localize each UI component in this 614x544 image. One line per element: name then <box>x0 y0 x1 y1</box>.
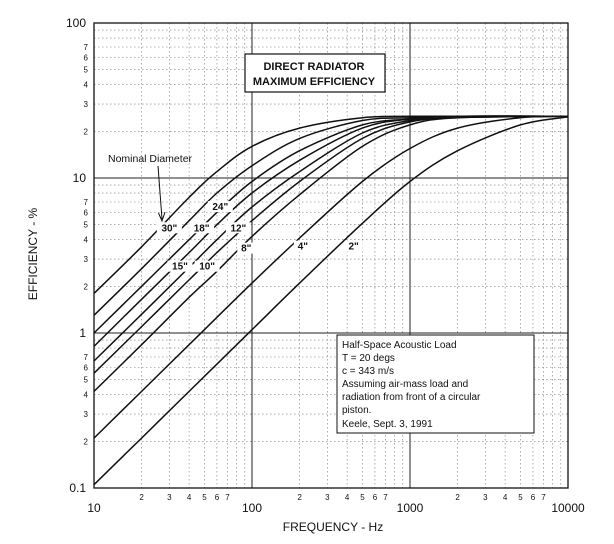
series-label-pad <box>167 260 193 272</box>
x-minor-tick-label: 7 <box>383 493 388 502</box>
series-line-8 <box>93 116 569 486</box>
x-major-tick-label: 10000 <box>551 501 585 515</box>
y-axis-title: EFFICIENCY - % <box>26 207 40 300</box>
chart-title-line-1: DIRECT RADIATOR <box>263 61 364 73</box>
y-minor-tick-label: 2 <box>84 282 89 291</box>
series-label-pad <box>237 242 256 254</box>
annotation-line-4: Assuming air-mass load and <box>342 379 468 390</box>
series-label-0: 30" <box>161 223 177 234</box>
series-label-pad <box>293 240 312 252</box>
y-minor-tick-label: 7 <box>84 198 89 207</box>
y-minor-tick-label: 7 <box>84 353 89 362</box>
x-minor-tick-label: 5 <box>202 493 207 502</box>
y-minor-tick-label: 6 <box>84 53 89 62</box>
legend-title: Nominal Diameter <box>108 153 193 165</box>
y-minor-tick-label: 3 <box>84 255 89 264</box>
x-minor-tick-label: 3 <box>325 493 330 502</box>
y-major-tick-label: 1 <box>79 326 86 340</box>
series-label-pad <box>344 240 363 252</box>
y-minor-tick-label: 4 <box>84 81 89 90</box>
y-minor-tick-label: 5 <box>84 376 89 385</box>
series-label-1: 24" <box>212 202 228 213</box>
y-minor-tick-label: 4 <box>84 391 89 400</box>
y-minor-tick-label: 3 <box>84 410 89 419</box>
series-line-1 <box>93 115 569 316</box>
series-label-pad <box>225 222 251 234</box>
y-major-tick-label: 0.1 <box>69 481 86 495</box>
y-minor-tick-label: 7 <box>84 43 89 52</box>
y-major-tick-label: 10 <box>73 171 87 185</box>
series-label-pad <box>207 201 233 213</box>
x-minor-tick-label: 4 <box>345 493 350 502</box>
x-major-tick-label: 10 <box>87 501 101 515</box>
x-minor-tick-label: 6 <box>531 493 536 502</box>
x-minor-tick-label: 4 <box>187 493 192 502</box>
series-line-6 <box>93 115 569 392</box>
title-box <box>244 53 386 93</box>
series-lines: 30" 24"18" 15" 12" 10" 8" 4" 2" <box>93 115 569 486</box>
series-label-3: 15" <box>172 262 188 273</box>
chart-title-line-2: MAXIMUM EFFICIENCY <box>253 76 376 88</box>
grid-lines <box>93 22 569 489</box>
annotation-line-7: Keele, Sept. 3, 1991 <box>342 419 433 430</box>
x-minor-tick-label: 3 <box>167 493 172 502</box>
y-minor-tick-label: 3 <box>84 100 89 109</box>
plot-frame <box>93 22 569 489</box>
y-minor-tick-label: 5 <box>84 221 89 230</box>
annotation-line-2: T = 20 degs <box>342 353 395 364</box>
y-minor-tick-label: 6 <box>84 208 89 217</box>
x-minor-tick-label: 5 <box>518 493 523 502</box>
y-minor-tick-label: 4 <box>84 236 89 245</box>
legend-arrow-head <box>158 211 166 223</box>
y-minor-tick-label: 6 <box>84 363 89 372</box>
y-major-tick-label: 100 <box>66 16 86 30</box>
annotation-line-1: Half-Space Acoustic Load <box>342 340 457 351</box>
series-label-6: 8" <box>241 244 252 255</box>
annotation-line-6: piston. <box>342 405 371 416</box>
x-minor-tick-label: 3 <box>483 493 488 502</box>
x-minor-tick-label: 6 <box>215 493 220 502</box>
y-minor-tick-label: 2 <box>84 127 89 136</box>
x-minor-tick-label: 4 <box>503 493 508 502</box>
x-minor-tick-label: 2 <box>297 493 302 502</box>
x-minor-tick-label: 2 <box>455 493 460 502</box>
x-major-tick-label: 100 <box>242 501 262 515</box>
legend-arrow <box>157 165 163 220</box>
annotation-line-3: c = 343 m/s <box>342 366 394 377</box>
x-minor-tick-label: 7 <box>225 493 230 502</box>
series-line-4 <box>93 115 569 362</box>
series-label-7: 4" <box>298 242 309 253</box>
y-minor-tick-label: 2 <box>84 437 89 446</box>
x-major-tick-label: 1000 <box>397 501 424 515</box>
series-label-pad <box>194 260 220 272</box>
x-axis-title: FREQUENCY - Hz <box>283 520 383 534</box>
annotation-line-5: radiation from front of a circular <box>342 392 481 403</box>
series-label-pad <box>189 222 215 234</box>
x-minor-tick-label: 6 <box>373 493 378 502</box>
series-line-7 <box>93 115 569 439</box>
x-minor-tick-label: 2 <box>139 493 144 502</box>
series-label-4: 12" <box>230 223 246 234</box>
series-label-2: 18" <box>194 223 210 234</box>
x-minor-tick-label: 7 <box>541 493 546 502</box>
series-label-pad <box>156 222 182 234</box>
x-minor-tick-label: 5 <box>360 493 365 502</box>
annotation-box <box>336 334 535 434</box>
series-label-5: 10" <box>199 262 215 273</box>
y-minor-tick-label: 5 <box>84 66 89 75</box>
series-label-8: 2" <box>349 242 360 253</box>
